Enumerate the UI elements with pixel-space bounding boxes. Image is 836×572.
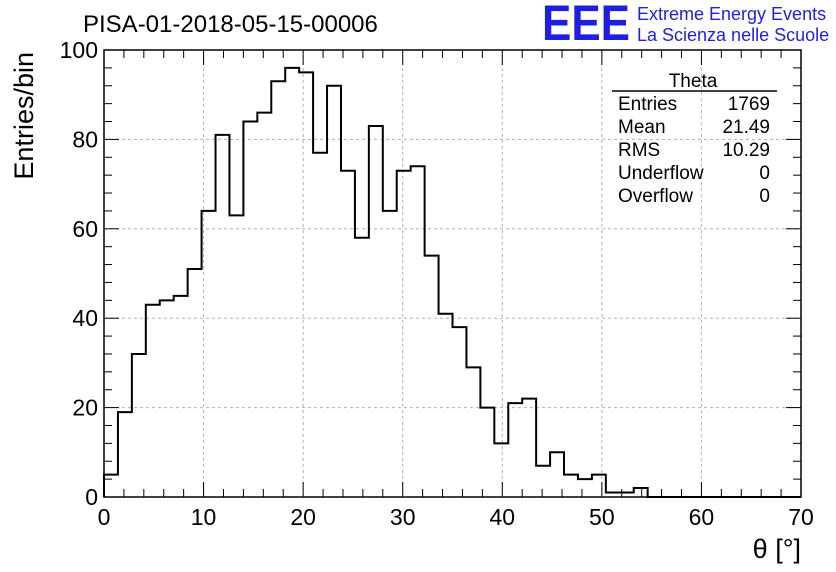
x-tick-label: 10	[191, 504, 217, 530]
stats-label: Overflow	[618, 186, 693, 207]
histogram-outline	[103, 66, 801, 498]
logo-line-1: Extreme Energy Events	[637, 4, 826, 24]
eee-logo-mark: EEE	[542, 0, 630, 51]
y-axis-title: Entries/bin	[9, 52, 39, 180]
stats-label: Underflow	[618, 163, 704, 184]
x-tick-label: 30	[390, 504, 416, 530]
x-tick-label: 20	[290, 504, 316, 530]
axis-ticks	[103, 49, 802, 498]
stats-box-title: Theta	[669, 71, 718, 92]
stats-box: Theta Entries 1769 Mean 21.49 RMS 10.29 Underf…	[612, 71, 777, 207]
logo-line-2: La Scienza nelle Scuole	[637, 25, 829, 45]
x-axis-title: θ [°]	[753, 534, 801, 564]
stats-label: RMS	[618, 140, 660, 161]
stats-value: 21.49	[722, 117, 770, 138]
x-tick-label: 50	[589, 504, 615, 530]
grid	[104, 50, 801, 497]
y-tick-label: 60	[72, 216, 98, 242]
stats-value: 0	[759, 186, 770, 207]
x-tick-labels: 0 10 20 30 40 50 60 70	[98, 504, 814, 530]
stats-label: Entries	[618, 94, 677, 115]
stats-value: 10.29	[722, 140, 770, 161]
y-tick-label: 100	[60, 37, 98, 63]
x-tick-label: 60	[689, 504, 715, 530]
x-tick-label: 70	[788, 504, 814, 530]
x-tick-label: 0	[98, 504, 111, 530]
y-tick-label: 80	[72, 126, 98, 152]
stats-value: 0	[759, 163, 770, 184]
eee-logo: EEE Extreme Energy Events La Scienza nel…	[542, 0, 829, 51]
stats-rows: Entries 1769 Mean 21.49 RMS 10.29 Underflow 0 Ov…	[618, 94, 770, 207]
x-tick-label: 40	[489, 504, 515, 530]
plot-frame	[103, 49, 802, 498]
stats-value: 1769	[728, 94, 770, 115]
y-tick-label: 40	[72, 305, 98, 331]
y-tick-labels: 0 20 40 60 80 100	[60, 37, 98, 510]
y-tick-label: 0	[85, 484, 98, 510]
stats-label: Mean	[618, 117, 666, 138]
chart-title: PISA-01-2018-05-15-00006	[83, 11, 378, 38]
y-tick-label: 20	[72, 395, 98, 421]
